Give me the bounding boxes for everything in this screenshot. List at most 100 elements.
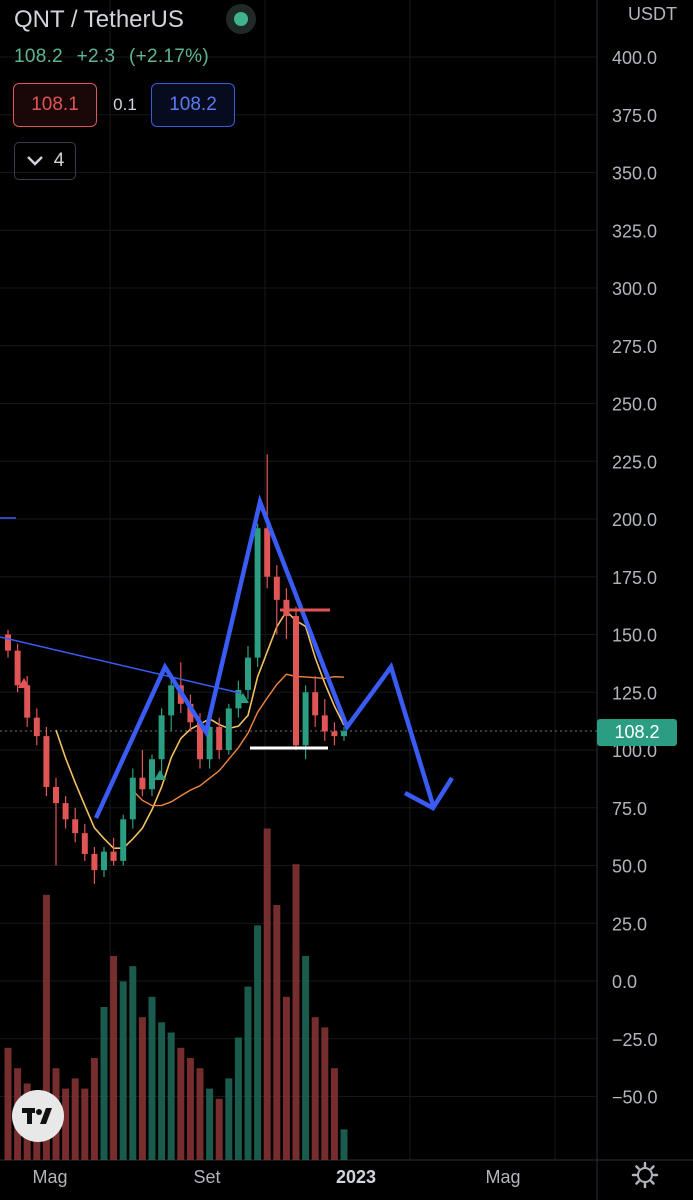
volume-bar xyxy=(215,1098,223,1160)
time-tick-label: Mag xyxy=(32,1167,67,1187)
time-axis[interactable]: Mag Set 2023 Mag xyxy=(32,1167,520,1187)
price-tick-label: 275.0 xyxy=(612,337,657,357)
candle-body xyxy=(72,819,79,834)
indicators-toggle[interactable]: 4 xyxy=(14,142,76,180)
volume-bar xyxy=(148,996,156,1160)
sell-signal-icon xyxy=(18,678,30,688)
volume-bar xyxy=(254,925,262,1160)
candle-body xyxy=(197,722,203,760)
volume-bar xyxy=(42,894,50,1160)
price-tick-label: 325.0 xyxy=(612,221,657,241)
price-tick-label: −25.0 xyxy=(612,1030,658,1050)
change-percent: (+2.17%) xyxy=(128,46,209,67)
chevron-down-icon xyxy=(26,156,43,166)
price-tick-label: 175.0 xyxy=(612,568,657,588)
settings-gear-icon[interactable] xyxy=(630,1160,660,1190)
candle-body xyxy=(33,717,40,737)
candle-body xyxy=(158,715,165,760)
symbol-title[interactable]: QNT / TetherUS xyxy=(14,6,184,33)
volume-bar xyxy=(177,1047,185,1160)
price-tick-label: 375.0 xyxy=(612,106,657,126)
price-tick-label: 50.0 xyxy=(612,857,647,877)
volume-bar xyxy=(340,1129,348,1160)
candle-body xyxy=(245,657,251,690)
price-tick-label: 100.0 xyxy=(612,741,657,761)
candle-body xyxy=(149,759,155,790)
price-tick-label: 75.0 xyxy=(612,799,647,819)
market-open-icon xyxy=(226,4,256,34)
volume-bar xyxy=(62,1088,70,1160)
candle-body xyxy=(139,777,146,790)
candle-body xyxy=(302,692,309,746)
buy-signal-icon xyxy=(154,770,166,780)
volume-bar xyxy=(4,1047,12,1160)
sell-button[interactable]: 108.1 xyxy=(13,83,97,127)
candle-body xyxy=(341,731,347,737)
price-tick-label: 225.0 xyxy=(612,452,657,472)
candle-body xyxy=(81,833,88,854)
price-tick-label: −50.0 xyxy=(612,1088,658,1108)
volume-bar xyxy=(167,1032,175,1160)
volume-bar xyxy=(90,1058,98,1160)
time-tick-label: Set xyxy=(193,1167,220,1187)
volume-bar xyxy=(330,1068,338,1160)
candle-body xyxy=(43,736,50,787)
candle-body xyxy=(110,851,117,861)
candle-body xyxy=(101,851,107,871)
volume-bar xyxy=(321,1027,329,1160)
pattern-drawings xyxy=(0,494,454,819)
price-change: 108.2 +2.3 (+2.17%) xyxy=(14,46,217,68)
volume-bar xyxy=(311,1017,319,1160)
price-tick-label: 150.0 xyxy=(612,626,657,646)
candle-body xyxy=(216,726,223,750)
price-tick-label: 350.0 xyxy=(612,164,657,184)
candle-body xyxy=(331,731,338,737)
candle-body xyxy=(5,634,11,651)
volume-bar xyxy=(100,1007,108,1160)
price-tick-label: 400.0 xyxy=(612,48,657,68)
volume-bar xyxy=(186,1058,194,1160)
candle-body xyxy=(206,726,213,760)
head-shoulders-line xyxy=(93,494,436,819)
price-axis[interactable]: 400.0 375.0 350.0 325.0 300.0 275.0 250.0 225.0… xyxy=(612,48,658,1108)
candle-body xyxy=(62,803,69,820)
candle-body xyxy=(321,715,328,732)
change-value: +2.3 xyxy=(76,46,116,67)
candle-body xyxy=(120,819,127,861)
volume-bar xyxy=(158,1022,166,1160)
volume-bar xyxy=(302,956,310,1160)
candle-body xyxy=(91,853,98,871)
last-price: 108.2 xyxy=(14,46,64,67)
price-tick-label: 125.0 xyxy=(612,683,657,703)
candle-body xyxy=(312,692,319,716)
volume-bar xyxy=(292,864,300,1160)
candle-body xyxy=(225,708,232,750)
tradingview-logo-icon[interactable] xyxy=(12,1090,64,1142)
ma-slow-line xyxy=(132,673,345,807)
volume-bar xyxy=(119,981,127,1160)
candle-body xyxy=(293,616,299,746)
volume-bar xyxy=(244,986,252,1160)
volume-bar xyxy=(196,1068,204,1160)
price-tick-label: 250.0 xyxy=(612,395,657,415)
price-tick-label: 300.0 xyxy=(612,279,657,299)
candle-body xyxy=(273,576,280,600)
price-tick-label: 25.0 xyxy=(612,914,647,934)
candle-body xyxy=(235,689,242,709)
candle-body xyxy=(14,650,21,686)
candle-body xyxy=(264,528,271,577)
time-tick-label: Mag xyxy=(485,1167,520,1187)
currency-label[interactable]: USDT xyxy=(628,4,677,24)
candle-body xyxy=(168,685,175,716)
buy-button[interactable]: 108.2 xyxy=(151,83,235,127)
volume-bar xyxy=(234,1037,242,1160)
spread-value: 0.1 xyxy=(113,95,137,114)
candle-body xyxy=(254,528,261,658)
volume-bar xyxy=(71,1078,79,1160)
volume-bar xyxy=(273,905,281,1160)
candle-body xyxy=(53,786,59,804)
candlesticks xyxy=(5,454,347,884)
trend-line xyxy=(0,636,241,694)
volume-bar xyxy=(282,996,290,1160)
